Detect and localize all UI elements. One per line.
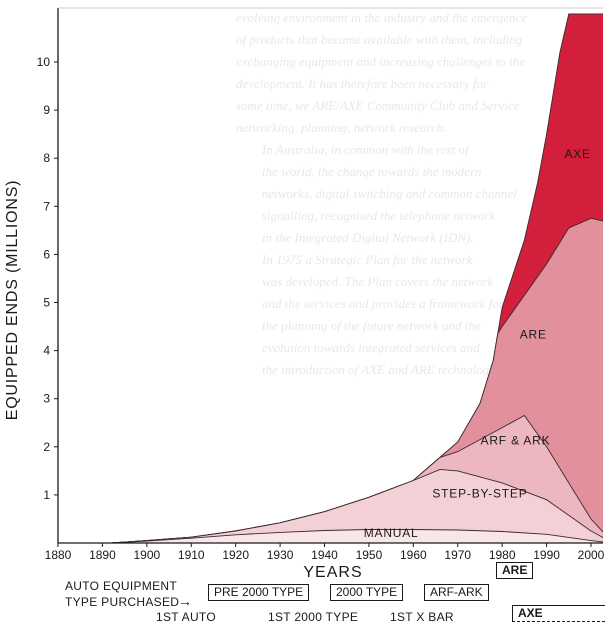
x-tick-label: 1950 xyxy=(356,548,383,562)
axes: 1880 1890 1900 1910 1920 1930 1940 1950 1960 1970… xyxy=(37,7,605,581)
x-tick-label: 1940 xyxy=(311,548,338,562)
series-areas xyxy=(111,13,603,543)
y-tick-label: 7 xyxy=(43,199,50,213)
x-tick-label: 1960 xyxy=(400,548,427,562)
series-label-arf-ark: ARF & ARK xyxy=(481,433,551,447)
auto-equipment-label-line2: TYPE PURCHASED xyxy=(65,595,180,609)
x-tick-label: 1970 xyxy=(444,548,471,562)
purchase-box-axe: AXE xyxy=(512,605,605,622)
x-tick-label: 2000 xyxy=(578,548,605,562)
series-label-manual: MANUAL xyxy=(364,526,419,540)
x-tick-label: 1880 xyxy=(45,548,72,562)
y-tick-label: 2 xyxy=(43,440,50,454)
y-tick-label: 10 xyxy=(37,55,51,69)
x-tick-label: 1900 xyxy=(133,548,160,562)
y-tick-label: 4 xyxy=(43,344,50,358)
auto-equipment-label-line1: AUTO EQUIPMENT xyxy=(65,579,177,593)
series-label-axe: AXE xyxy=(564,147,590,161)
series-label-are: ARE xyxy=(520,328,547,342)
area-manual xyxy=(111,529,603,543)
x-tick-label: 1890 xyxy=(89,548,116,562)
y-tick-label: 1 xyxy=(43,488,50,502)
purchase-box-arf-ark: ARF-ARK xyxy=(424,584,489,601)
y-axis-title: EQUIPPED ENDS (MILLIONS) xyxy=(4,180,21,421)
x-tick-label: 1930 xyxy=(267,548,294,562)
y-tick-label: 3 xyxy=(43,392,50,406)
series-labels: MANUAL STEP-BY-STEP ARF & ARK ARE AXE xyxy=(364,147,590,540)
are-box: ARE xyxy=(496,562,534,579)
x-tick-label: 1980 xyxy=(489,548,516,562)
y-axis-title-text: EQUIPPED ENDS (MILLIONS) xyxy=(4,180,21,421)
x-tick-label: 1910 xyxy=(178,548,205,562)
series-label-step-by-step: STEP-BY-STEP xyxy=(432,486,527,500)
x-tick-label: 1920 xyxy=(222,548,249,562)
y-tick-label: 9 xyxy=(43,103,50,117)
milestone-1st-2000-type: 1ST 2000 TYPE xyxy=(268,610,359,624)
y-tick-label: 8 xyxy=(43,151,50,165)
x-tick-label: 1990 xyxy=(533,548,560,562)
y-tick-label: 5 xyxy=(43,296,50,310)
purchase-box-2000: 2000 TYPE xyxy=(330,584,404,601)
x-axis-title: YEARS xyxy=(303,564,362,581)
area-step-by-step xyxy=(111,468,603,543)
arrow-icon: → xyxy=(178,593,193,609)
milestone-1st-x-bar: 1ST X BAR xyxy=(390,610,454,624)
y-tick-label: 6 xyxy=(43,247,50,261)
milestone-1st-auto: 1ST AUTO xyxy=(156,610,216,624)
purchase-box-pre-2000: PRE 2000 TYPE xyxy=(208,584,310,601)
